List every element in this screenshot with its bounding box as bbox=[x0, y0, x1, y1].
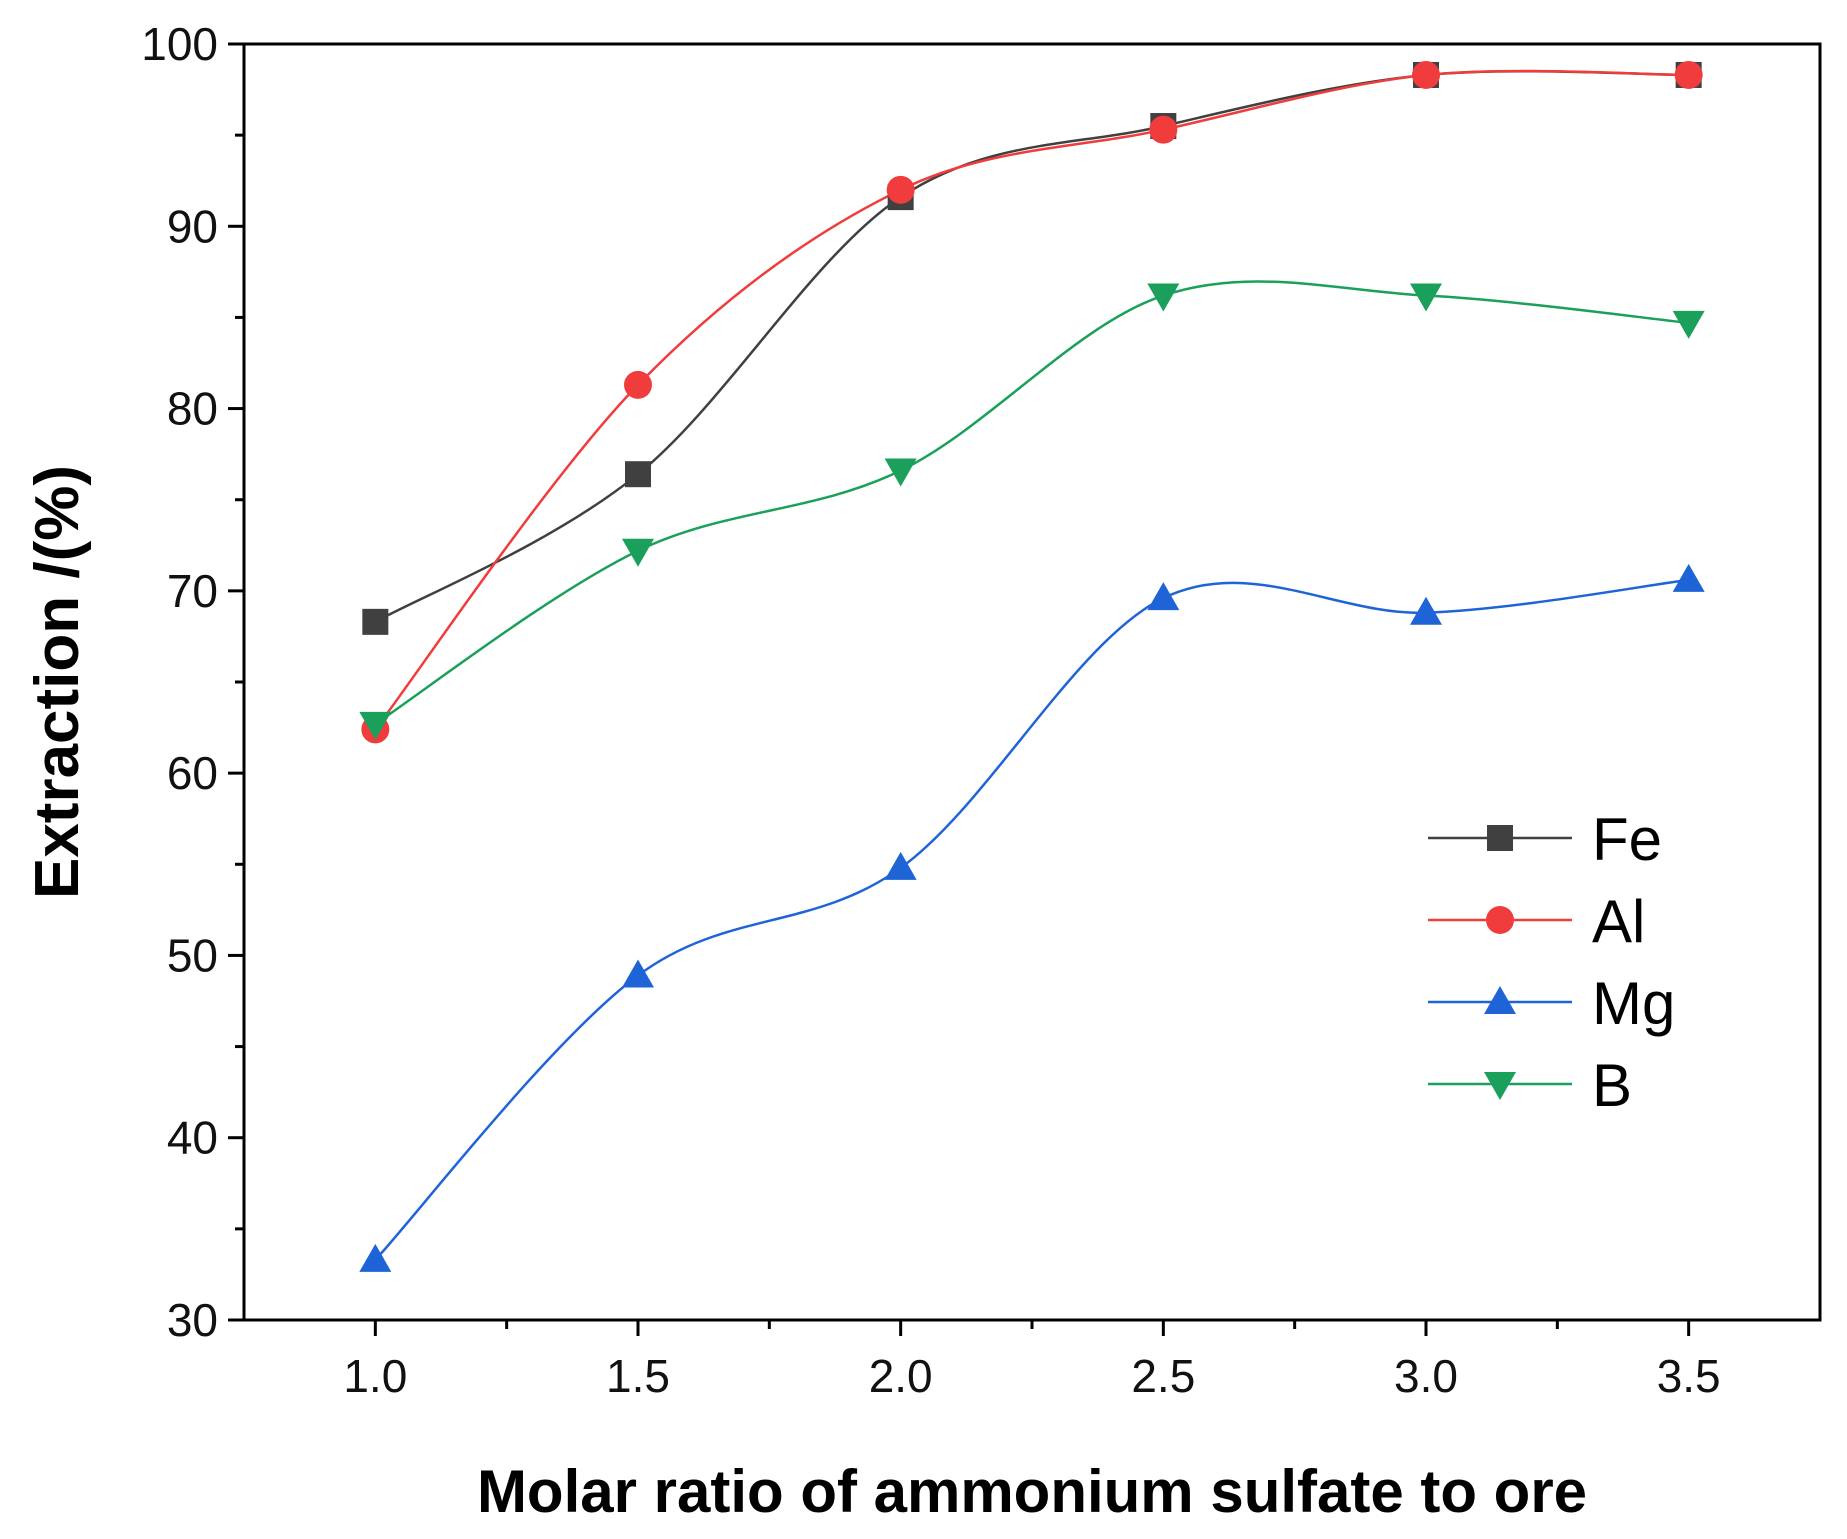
b-data-point bbox=[1410, 283, 1442, 312]
y-tick-label: 60 bbox=[167, 747, 218, 799]
legend-marker bbox=[1484, 986, 1516, 1014]
mg-data-point bbox=[359, 1243, 392, 1272]
al-data-point bbox=[1149, 115, 1178, 144]
series-curves bbox=[374, 69, 1689, 1261]
y-axis-ticks: 30 40 50 60 70 80 90 100 bbox=[141, 18, 244, 1346]
al-data-point bbox=[1674, 60, 1703, 89]
x-tick-label: 3.0 bbox=[1394, 1350, 1458, 1402]
x-tick-label: 1.0 bbox=[343, 1350, 407, 1402]
fe-data-point bbox=[362, 608, 389, 635]
legend-label: Al bbox=[1592, 888, 1645, 955]
x-tick-label: 2.0 bbox=[869, 1350, 933, 1402]
b-data-point bbox=[359, 711, 392, 740]
mg-data-point bbox=[1410, 596, 1442, 625]
y-tick-label: 100 bbox=[141, 18, 218, 70]
legend-marker bbox=[1487, 825, 1513, 851]
al-series-line bbox=[374, 69, 1689, 731]
legend-item-fe: Fe bbox=[1428, 806, 1662, 873]
legend-marker bbox=[1486, 906, 1514, 934]
fe-data-point bbox=[625, 461, 651, 488]
legend-marker bbox=[1484, 1072, 1516, 1100]
x-axis-title: Molar ratio of ammonium sulfate to ore bbox=[477, 1458, 1587, 1525]
b-series-line bbox=[374, 280, 1689, 725]
x-tick-label: 1.5 bbox=[606, 1350, 670, 1402]
b-data-point bbox=[622, 538, 654, 567]
y-axis-title: Extraction /(%) bbox=[23, 465, 92, 899]
legend-item-al: Al bbox=[1428, 888, 1645, 955]
y-tick-label: 30 bbox=[167, 1294, 218, 1346]
y-tick-label: 80 bbox=[167, 383, 218, 435]
legend-item-mg: Mg bbox=[1428, 970, 1675, 1037]
legend-item-b: B bbox=[1428, 1052, 1632, 1119]
al-data-point bbox=[1412, 60, 1440, 89]
x-axis-ticks: 1.0 1.5 2.0 2.5 3.0 3.5 bbox=[343, 1320, 1721, 1402]
legend-label: B bbox=[1592, 1052, 1632, 1119]
al-data-point bbox=[886, 175, 915, 204]
b-data-point bbox=[884, 458, 917, 487]
mg-data-point bbox=[1672, 563, 1705, 592]
y-tick-label: 50 bbox=[167, 929, 218, 981]
al-data-point bbox=[624, 370, 652, 399]
fe-series-line bbox=[374, 69, 1689, 623]
mg-series-line bbox=[374, 578, 1689, 1261]
y-tick-label: 90 bbox=[167, 200, 218, 252]
series-markers bbox=[359, 60, 1705, 1272]
x-tick-label: 2.5 bbox=[1131, 1350, 1195, 1402]
x-tick-label: 3.5 bbox=[1657, 1350, 1721, 1402]
legend: Fe Al Mg B bbox=[1428, 806, 1675, 1119]
mg-data-point bbox=[884, 851, 917, 880]
plot-area-frame bbox=[242, 42, 1822, 1322]
b-data-point bbox=[1672, 310, 1705, 339]
mg-data-point bbox=[1147, 582, 1180, 611]
legend-label: Mg bbox=[1592, 970, 1675, 1037]
b-data-point bbox=[1147, 283, 1180, 312]
y-tick-label: 70 bbox=[167, 565, 218, 617]
y-tick-label: 40 bbox=[167, 1112, 218, 1164]
legend-label: Fe bbox=[1592, 806, 1662, 873]
mg-data-point bbox=[622, 959, 654, 988]
